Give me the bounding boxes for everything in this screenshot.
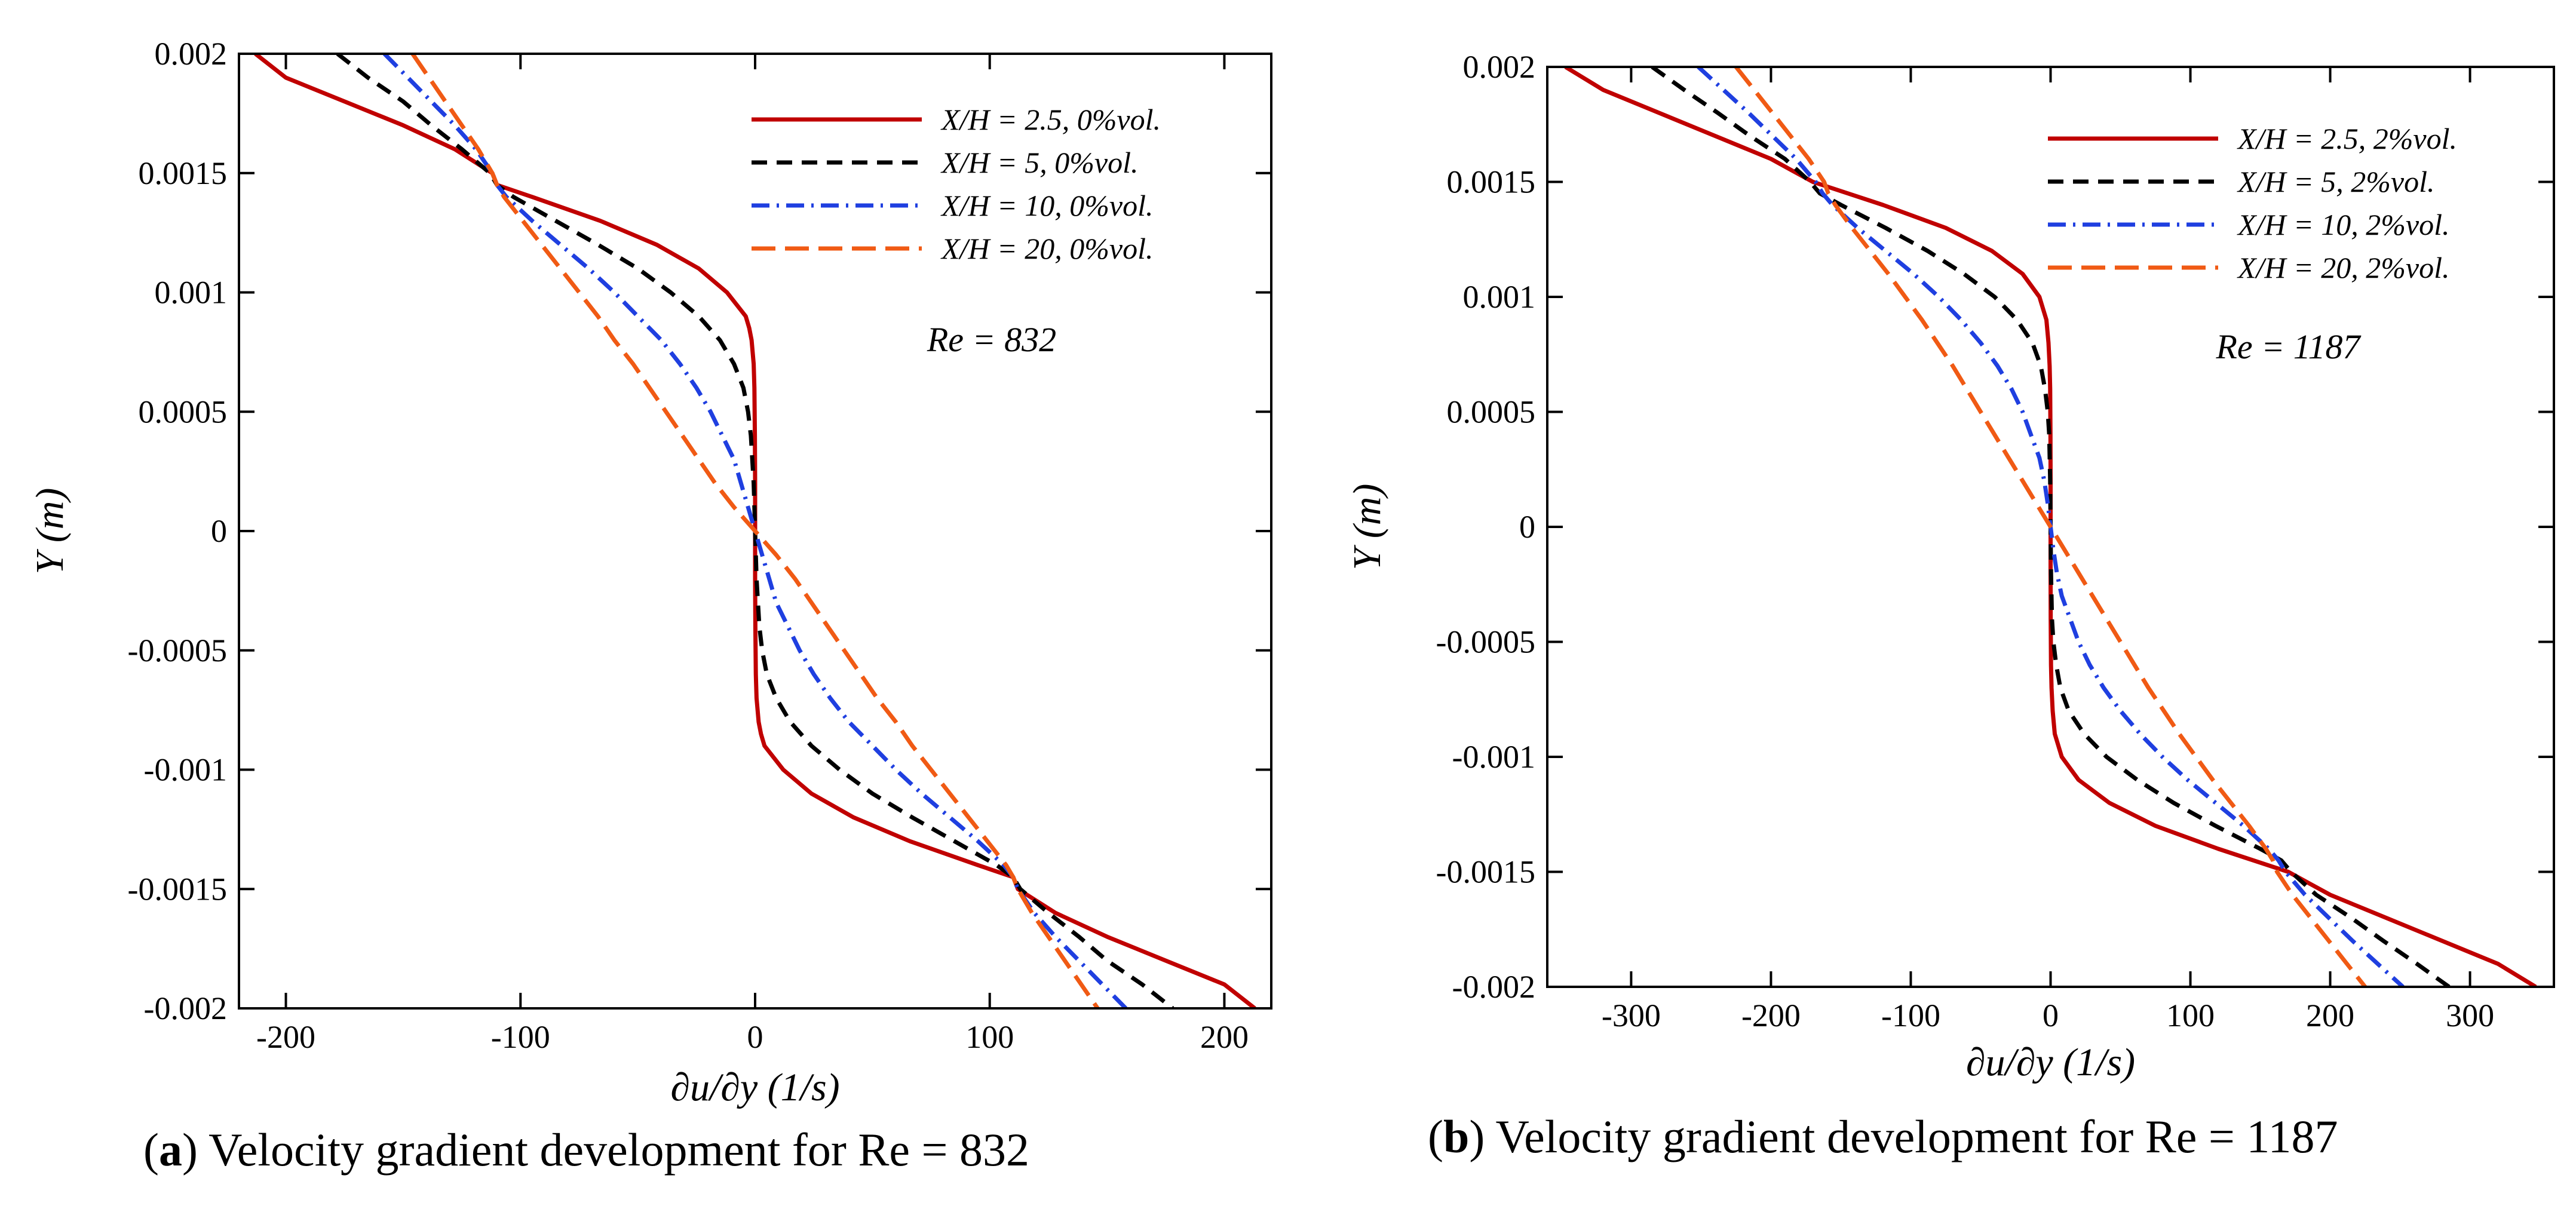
x-axis-label: ∂u/∂y (1/s)	[1966, 1041, 2135, 1084]
caption-b-text: Velocity gradient development for Re = 1…	[1495, 1110, 2338, 1162]
y-tick-label: -0.0015	[1436, 854, 1535, 890]
x-tick-label: -200	[256, 1019, 315, 1055]
legend-label-2: X/H = 5, 2%vol.	[2237, 165, 2435, 198]
legend-label-1: X/H = 2.5, 0%vol.	[940, 103, 1161, 136]
legend-label-3: X/H = 10, 0%vol.	[940, 189, 1154, 222]
x-axis-label: ∂u/∂y (1/s)	[670, 1066, 839, 1109]
y-tick-label: 0.0015	[1447, 164, 1536, 200]
x-tick-label: 0	[2043, 998, 2059, 1033]
legend-label-1: X/H = 2.5, 2%vol.	[2237, 122, 2457, 155]
y-tick-label: 0	[211, 513, 227, 549]
series-line-4	[410, 54, 1100, 1008]
caption-a-text: Velocity gradient development for Re = 8…	[208, 1124, 1030, 1176]
y-tick-label: 0.002	[155, 36, 228, 72]
x-tick-label: 100	[965, 1019, 1014, 1055]
reynolds-annotation: Re = 1187	[2215, 327, 2361, 366]
y-tick-label: -0.002	[144, 990, 227, 1026]
legend-label-4: X/H = 20, 0%vol.	[940, 232, 1154, 265]
y-axis-label: Y (m)	[1345, 484, 1389, 570]
x-tick-label: -300	[1602, 998, 1661, 1033]
caption-panel-a: (a) Velocity gradient development for Re…	[143, 1124, 1030, 1176]
y-axis-label: Y (m)	[28, 488, 72, 575]
y-tick-label: -0.0005	[1436, 624, 1535, 660]
y-tick-label: 0.001	[155, 275, 228, 311]
x-tick-label: -200	[1741, 998, 1801, 1033]
caption-b-label: b	[1443, 1110, 1470, 1162]
y-tick-label: 0.0005	[139, 394, 228, 430]
legend-label-4: X/H = 20, 2%vol.	[2237, 251, 2450, 284]
x-tick-label: 300	[2446, 998, 2494, 1033]
chart-panel-b: X/H = 2.5, 2%vol. X/H = 5, 2%vol. X/H = 10…	[1345, 49, 2555, 1084]
x-tick-label: 200	[1200, 1019, 1249, 1055]
y-tick-label: -0.001	[1452, 739, 1535, 775]
caption-a-label: a	[158, 1124, 182, 1176]
y-tick-label: 0.001	[1463, 279, 1536, 315]
y-tick-label: 0.0005	[1447, 394, 1536, 430]
x-tick-label: 200	[2306, 998, 2354, 1033]
legend-label-3: X/H = 10, 2%vol.	[2237, 208, 2450, 241]
series-line-4	[1734, 67, 2367, 987]
x-tick-label: -100	[1881, 998, 1940, 1033]
chart-panel-a: X/H = 2.5, 0%vol. X/H = 5, 0%vol. X/H = 10…	[28, 36, 1272, 1109]
y-tick-label: -0.002	[1452, 969, 1535, 1005]
caption-panel-b: (b) Velocity gradient development for Re…	[1428, 1110, 2338, 1162]
y-tick-label: 0	[1519, 509, 1535, 545]
legend-label-2: X/H = 5, 0%vol.	[940, 146, 1139, 179]
reynolds-annotation: Re = 832	[927, 320, 1056, 359]
x-tick-label: 100	[2166, 998, 2215, 1033]
y-tick-label: 0.0015	[139, 155, 228, 191]
y-tick-label: -0.001	[144, 752, 227, 788]
y-tick-label: -0.0015	[128, 871, 227, 907]
y-tick-label: -0.0005	[128, 633, 227, 668]
x-tick-label: 0	[747, 1019, 763, 1055]
y-tick-label: 0.002	[1463, 49, 1536, 85]
x-tick-label: -100	[491, 1019, 550, 1055]
